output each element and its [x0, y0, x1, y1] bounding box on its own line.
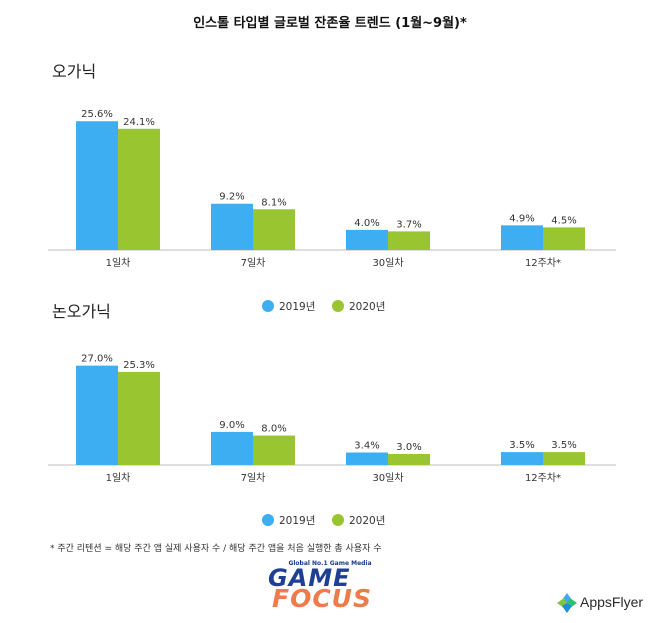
data-label: 8.0% [261, 424, 286, 435]
category-label: 30일차 [372, 257, 403, 269]
data-label: 9.2% [219, 192, 244, 203]
bar-2020-1 [253, 435, 295, 465]
legend-marker-1 [332, 300, 344, 312]
legend-label-1: 2020년 [349, 301, 385, 313]
gamefocus-word-focus: FOCUS [272, 584, 372, 613]
category-label: 30일차 [372, 472, 403, 484]
organic-section-title: 오가닉 [52, 62, 97, 81]
organic-chart: 25.6% 24.1% 1일차 9.2% 8.1% 7일차 4.0% 3.7% 30일차 4.9%… [48, 109, 616, 313]
data-label: 25.6% [81, 109, 113, 120]
category-label: 1일차 [106, 472, 131, 484]
data-label: 4.0% [354, 218, 379, 229]
bar-2020-2 [388, 453, 430, 465]
footnote: * 주간 리텐션 = 해당 주간 앱 실제 사용자 수 / 해당 주간 앱을 처… [50, 544, 382, 554]
appsflyer-name: AppsFlyer [580, 594, 644, 610]
bar-2019-1 [211, 203, 253, 250]
legend-marker-1 [332, 514, 344, 526]
bar-2019-3 [501, 452, 543, 465]
category-label: 7일차 [241, 257, 266, 269]
data-label: 4.9% [509, 213, 534, 224]
legend-label-1: 2020년 [349, 515, 385, 527]
bar-2020-3 [543, 452, 585, 465]
appsflyer-logo: AppsFlyer [556, 590, 660, 616]
data-label: 4.5% [551, 215, 576, 226]
category-label: 7일차 [241, 472, 266, 484]
gamefocus-word-game: GAME [268, 564, 351, 592]
bar-2020-0 [118, 128, 160, 250]
gamefocus-tagline: Global No.1 Game Media [288, 560, 372, 567]
data-label: 8.1% [261, 197, 286, 208]
nonorganic-section-title: 논오가닉 [52, 302, 111, 321]
category-label: 1일차 [106, 257, 131, 269]
category-label: 12주차* [525, 257, 561, 269]
category-label: 12주차* [525, 472, 561, 484]
chart-main-title: 인스톨 타입별 글로벌 잔존율 트렌드 (1월~9월)* [193, 16, 467, 31]
bar-2019-0 [76, 365, 118, 465]
data-label: 3.0% [396, 442, 421, 453]
legend-marker-0 [262, 514, 274, 526]
bar-2020-1 [253, 209, 295, 250]
bar-2019-1 [211, 431, 253, 465]
bar-2020-2 [388, 231, 430, 250]
data-label: 3.5% [551, 440, 576, 451]
gamefocus-logo: Global No.1 Game Media GAME FOCUS [260, 560, 410, 613]
legend-label-0: 2019년 [279, 301, 315, 313]
legend-marker-0 [262, 300, 274, 312]
bar-2019-2 [346, 229, 388, 250]
data-label: 24.1% [123, 117, 155, 128]
bar-2019-3 [501, 225, 543, 250]
bar-2020-3 [543, 227, 585, 250]
data-label: 9.0% [219, 420, 244, 431]
data-label: 3.5% [509, 440, 534, 451]
appsflyer-icon [557, 593, 577, 613]
bar-2019-0 [76, 121, 118, 251]
bar-2019-2 [346, 452, 388, 465]
nonorganic-chart: 27.0% 25.3% 1일차 9.0% 8.0% 7일차 3.4% 3.0% 30일차 3.5%… [48, 354, 616, 527]
legend-label-0: 2019년 [279, 515, 315, 527]
data-label: 3.7% [396, 219, 421, 230]
data-label: 25.3% [123, 360, 155, 371]
data-label: 27.0% [81, 354, 113, 365]
bar-2020-0 [118, 371, 160, 465]
data-label: 3.4% [354, 440, 379, 451]
